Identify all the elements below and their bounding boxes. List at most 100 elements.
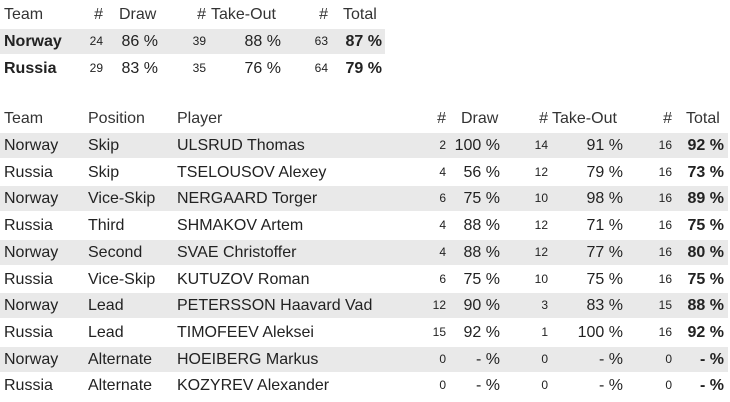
player-draw: 75 % (463, 270, 500, 288)
player-name: SHMAKOV Artem (177, 217, 304, 235)
summary-team: Norway (4, 33, 62, 50)
player-row: Norway Second SVAE Christoffer 4 88 % 12… (0, 239, 728, 265)
player-team: Russia (4, 270, 53, 288)
player-position: Second (88, 243, 143, 261)
player-row: Russia Alternate KOZYREV Alexander 0 - %… (0, 373, 728, 398)
summary-team: Russia (4, 60, 57, 77)
summary-header-team: Team (4, 6, 44, 23)
player-team: Norway (4, 190, 59, 208)
player-draw: 75 % (463, 190, 500, 208)
summary-header-draw-count: # (94, 6, 103, 23)
player-team: Russia (4, 377, 53, 395)
summary-draw-count: 29 (89, 61, 103, 75)
player-takeout-count: 1 (541, 324, 548, 339)
player-draw: - % (476, 377, 500, 395)
players-header-takeout-count: # (539, 110, 548, 127)
player-name: TSELOUSOV Alexey (177, 163, 327, 181)
player-takeout: 91 % (586, 137, 623, 154)
player-draw-count: 15 (432, 324, 446, 339)
player-total-count: 0 (665, 351, 672, 366)
summary-total: 87 % (345, 33, 382, 50)
summary-header-takeout: Take-Out (211, 6, 276, 23)
player-draw-count: 6 (439, 191, 446, 206)
player-draw-count: 4 (439, 244, 446, 259)
player-takeout-count: 10 (534, 191, 548, 206)
summary-row-russia: Russia 29 83 % 35 76 % 64 79 % (0, 56, 385, 81)
player-position: Skip (88, 137, 120, 154)
player-draw-count: 2 (439, 138, 446, 152)
players-header-team: Team (4, 110, 44, 127)
players-header-total-count: # (663, 110, 672, 127)
player-position: Third (88, 217, 125, 235)
player-position: Vice-Skip (88, 270, 156, 288)
player-total: 75 % (687, 270, 724, 288)
player-total-count: 16 (658, 138, 672, 152)
player-row: Norway Skip ULSRUD Thomas 2 100 % 14 91 … (0, 133, 728, 158)
player-draw: 88 % (463, 243, 500, 261)
summary-takeout: 76 % (244, 60, 281, 77)
player-draw: 56 % (463, 163, 500, 181)
summary-draw: 83 % (121, 60, 158, 77)
summary-row-norway: Norway 24 86 % 39 88 % 63 87 % (0, 29, 385, 54)
player-team: Norway (4, 350, 59, 368)
summary-takeout-count: 35 (192, 61, 206, 75)
player-takeout: - % (599, 377, 623, 395)
player-total-count: 16 (658, 191, 672, 206)
player-draw: 90 % (463, 297, 500, 315)
player-total: 73 % (687, 163, 724, 181)
player-takeout: 79 % (586, 163, 623, 181)
player-takeout: 77 % (586, 243, 623, 261)
player-total: 88 % (687, 297, 724, 315)
player-draw-count: 0 (439, 351, 446, 366)
player-row: Norway Vice-Skip NERGAARD Torger 6 75 % … (0, 186, 728, 212)
player-name: KOZYREV Alexander (177, 377, 330, 395)
player-draw: 88 % (463, 217, 500, 235)
player-position: Skip (88, 163, 120, 181)
summary-total-count: 63 (314, 34, 328, 48)
players-header-position: Position (88, 110, 145, 127)
player-takeout-count: 10 (534, 271, 548, 286)
players-header-row: Team Position Player # Draw # Take-Out #… (0, 106, 728, 131)
player-position: Lead (88, 297, 124, 315)
player-takeout: 71 % (586, 217, 623, 235)
players-header-draw-count: # (437, 110, 446, 127)
player-draw-count: 0 (439, 378, 446, 393)
player-draw: - % (476, 350, 500, 368)
player-takeout-count: 3 (541, 298, 548, 313)
player-name: PETERSSON Haavard Vad (177, 297, 373, 315)
player-name: TIMOFEEV Aleksei (177, 323, 314, 341)
player-draw: 92 % (463, 323, 500, 341)
summary-takeout-count: 39 (192, 34, 206, 48)
player-name: NERGAARD Torger (177, 190, 318, 208)
summary-header-total-count: # (319, 6, 328, 23)
player-name: SVAE Christoffer (177, 243, 297, 261)
summary-header-row: Team # Draw # Take-Out # Total (0, 2, 385, 27)
player-total-count: 15 (658, 298, 672, 313)
player-position: Vice-Skip (88, 190, 156, 208)
player-total: 75 % (687, 217, 724, 235)
player-total-count: 16 (658, 244, 672, 259)
player-takeout-count: 0 (541, 351, 548, 366)
player-draw-count: 4 (439, 164, 446, 179)
players-header-draw: Draw (461, 110, 499, 127)
player-total-count: 16 (658, 324, 672, 339)
summary-total: 79 % (345, 60, 382, 77)
player-takeout-count: 0 (541, 378, 548, 393)
summary-header-total: Total (343, 6, 377, 23)
player-name: KUTUZOV Roman (177, 270, 310, 288)
player-row: Russia Vice-Skip KUTUZOV Roman 6 75 % 10… (0, 267, 728, 292)
player-position: Alternate (88, 350, 153, 368)
player-total: 92 % (687, 137, 724, 154)
player-row: Russia Third SHMAKOV Artem 4 88 % 12 71 … (0, 213, 728, 238)
player-draw: 100 % (454, 137, 500, 154)
player-row: Russia Skip TSELOUSOV Alexey 4 56 % 12 7… (0, 160, 728, 185)
player-position: Alternate (88, 377, 153, 395)
player-total: 92 % (687, 323, 724, 341)
player-row: Norway Alternate HOEIBERG Markus 0 - % 0… (0, 346, 728, 372)
player-draw-count: 4 (439, 218, 446, 233)
players-header-takeout: Take-Out (552, 110, 617, 127)
player-team: Norway (4, 297, 59, 315)
player-row: Russia Lead TIMOFEEV Aleksei 15 92 % 1 1… (0, 320, 728, 345)
player-takeout-count: 14 (534, 138, 548, 152)
player-takeout: 98 % (586, 190, 623, 208)
